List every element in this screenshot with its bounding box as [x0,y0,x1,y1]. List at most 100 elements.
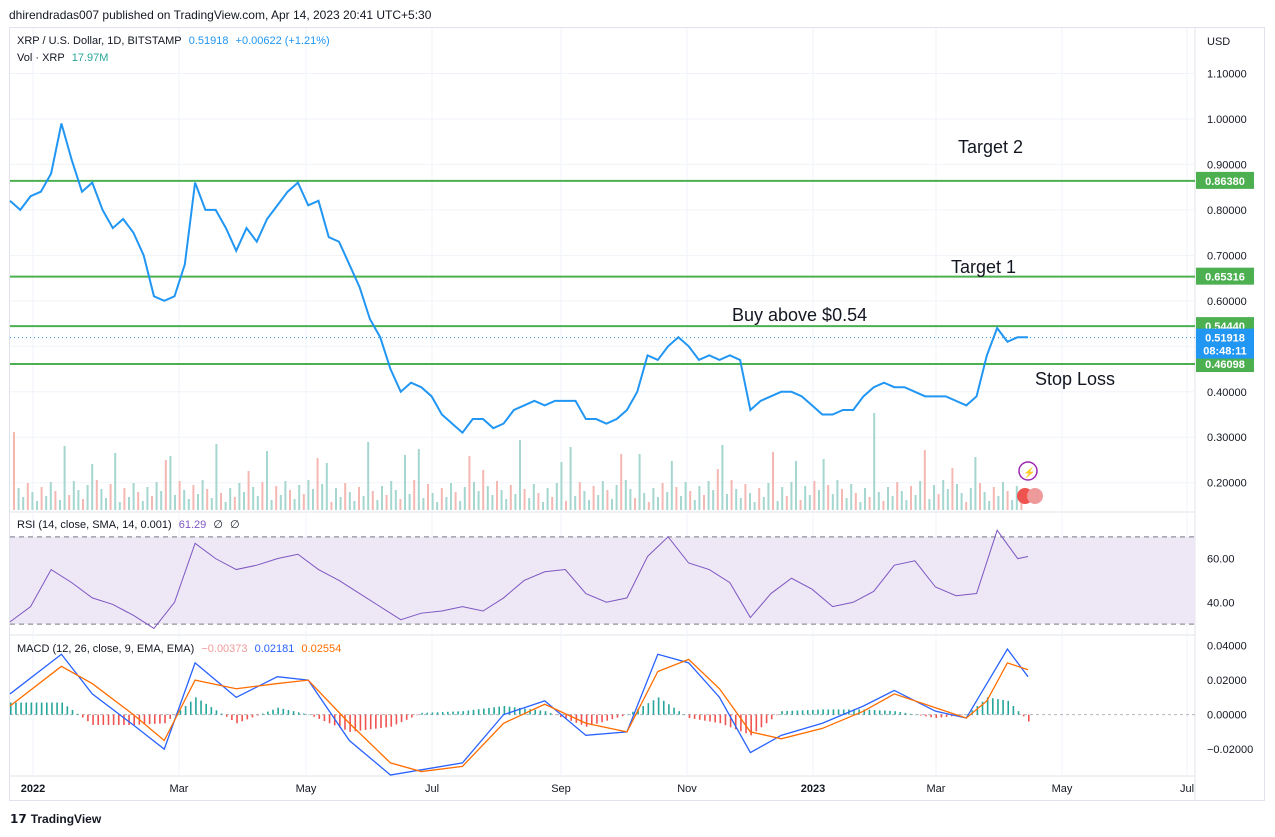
volume-bar [169,456,172,510]
macd-histogram-bar [148,714,151,725]
volume-bar [822,459,825,510]
macd-histogram-bar [164,714,166,724]
volume-bar [523,489,526,510]
macd-histogram-bar [822,709,824,715]
time-tick-label: Mar [170,783,189,795]
time-tick-label: May [296,783,317,795]
volume-bar [266,451,268,510]
volume-bar [137,492,140,510]
macd-tick-label: 0.02000 [1207,675,1247,687]
volume-bar [836,480,839,510]
volume-bar [256,496,259,510]
volume-bar [224,502,227,510]
macd-histogram-bar [297,712,300,715]
volume-bar [36,501,38,510]
macd-histogram-bar [935,714,938,719]
macd-histogram-bar [426,712,429,715]
macd-histogram-bar [858,709,860,715]
volume-bar [270,500,273,510]
macd-histogram-bar [986,697,989,715]
macd-histogram-bar [693,714,696,719]
macd-histogram-bar [323,714,326,722]
volume-bar [624,480,627,510]
volume-bar [620,454,623,510]
macd-histogram-bar [801,710,804,715]
volume-bar [243,492,245,510]
volume-bar [261,482,264,510]
volume-bar [330,502,333,510]
macd-histogram-bar [390,714,393,727]
macd-histogram-bar [76,713,79,715]
macd-histogram-bar [457,711,459,715]
macd-histogram-bar [827,709,830,715]
tradingview-logo-icon: 𝟭𝟳 [10,812,27,826]
level-tag-label: 0.65316 [1205,272,1245,284]
volume-bar [289,490,291,510]
flash-event-glyph: ⚡ [1023,466,1035,479]
time-tick-label: May [1052,783,1073,795]
macd-histogram-bar [894,711,896,715]
macd-histogram-bar [225,714,228,717]
volume-bar [514,494,517,510]
macd-histogram-bar [755,714,758,732]
volume-bar [302,494,305,510]
volume-bar [868,497,871,510]
macd-histogram-bar [596,714,598,724]
volume-bar [956,484,958,510]
macd-histogram-bar [683,714,686,716]
symbol-label: XRP / U.S. Dollar, 1D, BITSTAMP [17,35,182,47]
volume-bar [818,490,820,510]
macd-histogram-bar [488,707,490,715]
macd-histogram-bar [66,706,69,715]
macd-histogram-bar [647,703,650,715]
macd-histogram-bar [1017,711,1020,715]
macd-histogram-bar [472,709,475,715]
volume-bar [146,487,149,510]
macd-histogram-bar [462,711,465,715]
macd-histogram-bar [1022,714,1025,717]
macd-histogram-bar [1002,699,1004,715]
volume-bar [381,486,383,510]
volume-bar [371,491,374,510]
volume-bar [542,502,544,510]
macd-histogram-bar [380,714,382,728]
macd-histogram-bar [688,714,691,719]
publisher-line: dhirendradas007 published on TradingView… [9,8,432,22]
volume-bar [716,469,719,510]
volume-bar [882,501,885,510]
volume-bar [850,484,853,510]
macd-histogram-bar [796,710,799,715]
macd-histogram-bar [1007,700,1010,715]
volume-bar [680,496,682,510]
volume-bar [652,488,655,510]
level-annotation: Target 1 [951,257,1016,277]
macd-histogram-bar [421,712,423,715]
volume-bar [473,482,475,510]
macd-histogram-bar [318,714,321,719]
volume-label: Vol · XRP [17,52,65,64]
volume-bar [220,493,222,510]
volume-bar [252,487,255,510]
tradingview-logo[interactable]: 𝟭𝟳 TradingView [10,812,101,826]
volume-bar [583,491,586,510]
volume-bar [436,502,439,510]
volume-bar [316,458,319,510]
volume-bar [597,495,600,510]
macd-histogram-bar [246,714,249,720]
macd-histogram-bar [652,700,655,715]
volume-bar [463,487,466,510]
volume-bar [114,453,117,510]
price-tick-label: 0.40000 [1207,387,1247,399]
volume-bar [279,495,282,510]
macd-histogram-bar [657,697,660,715]
currency-label: USD [1207,36,1230,48]
macd-histogram-bar [673,707,675,715]
macd-histogram-bar [585,714,588,727]
rsi-value: 61.29 [178,519,207,531]
volume-bar [891,496,894,510]
macd-histogram-bar [344,714,346,730]
volume-bar [174,495,176,510]
volume-bar [496,481,498,510]
volume-bar [353,501,356,510]
